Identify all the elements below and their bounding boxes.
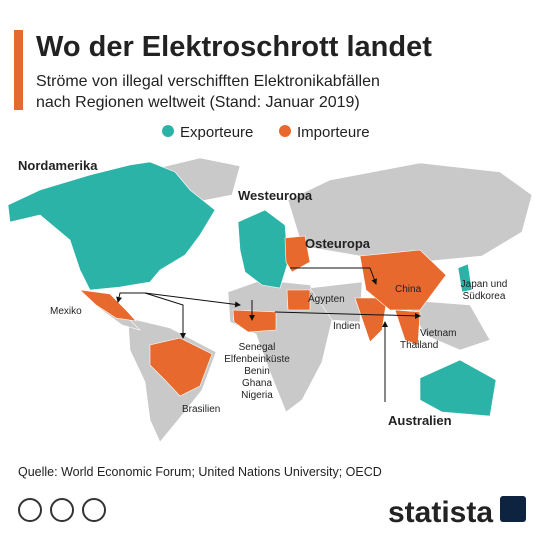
region-label: Vietnam bbox=[420, 328, 457, 339]
source: Quelle: World Economic Forum; United Nat… bbox=[18, 465, 382, 479]
region-label: Australien bbox=[388, 413, 452, 428]
flow-arrow bbox=[144, 292, 186, 339]
region-label: Mexiko bbox=[50, 306, 82, 317]
brand: statista bbox=[388, 496, 493, 529]
brand-logo bbox=[500, 496, 526, 522]
western-europe bbox=[237, 209, 289, 289]
flow-arrow bbox=[290, 267, 378, 285]
region-label: Elfenbeinküste bbox=[224, 354, 290, 365]
region-label: Senegal bbox=[239, 342, 276, 353]
middle-east bbox=[309, 281, 363, 323]
north-america bbox=[7, 161, 216, 291]
flow-arrow bbox=[116, 292, 145, 303]
flows bbox=[116, 267, 421, 402]
china bbox=[359, 249, 447, 311]
flow-arrow bbox=[274, 311, 421, 319]
southeast-asia bbox=[394, 309, 421, 346]
region-label: Osteuropa bbox=[305, 236, 371, 251]
eastern-europe bbox=[284, 235, 311, 273]
region-label: Ghana bbox=[242, 378, 272, 389]
legend-dot bbox=[162, 125, 174, 137]
japan bbox=[457, 263, 473, 293]
subtitle: Ströme von illegal verschifften Elektron… bbox=[36, 73, 380, 90]
flow-arrow bbox=[144, 292, 241, 308]
russia bbox=[287, 162, 533, 263]
license-icons bbox=[18, 498, 106, 522]
mexico bbox=[79, 289, 137, 322]
region-label: Benin bbox=[244, 366, 270, 377]
region-label: Japan und bbox=[461, 279, 508, 290]
west-africa bbox=[232, 309, 277, 333]
indonesia bbox=[404, 299, 491, 351]
title: Wo der Elektroschrott landet bbox=[36, 31, 432, 63]
region-label: Ägypten bbox=[308, 293, 345, 305]
accent-bar bbox=[14, 30, 23, 110]
subtitle: nach Regionen weltweit (Stand: Januar 20… bbox=[36, 94, 360, 111]
region-label: Nordamerika bbox=[18, 158, 98, 173]
egypt bbox=[286, 289, 311, 311]
region-label: Nigeria bbox=[241, 390, 273, 401]
map bbox=[7, 157, 533, 443]
region-label: Thailand bbox=[400, 340, 438, 351]
brazil bbox=[149, 337, 213, 397]
region-label: Brasilien bbox=[182, 404, 220, 415]
region-label: Indien bbox=[333, 321, 360, 332]
australia bbox=[419, 359, 497, 417]
region-label: Westeuropa bbox=[238, 188, 313, 203]
region-label: Südkorea bbox=[463, 291, 506, 302]
legend-label: Exporteure bbox=[180, 124, 253, 141]
legend-label: Importeure bbox=[297, 124, 370, 141]
region-label: China bbox=[395, 284, 422, 295]
legend-dot bbox=[279, 125, 291, 137]
